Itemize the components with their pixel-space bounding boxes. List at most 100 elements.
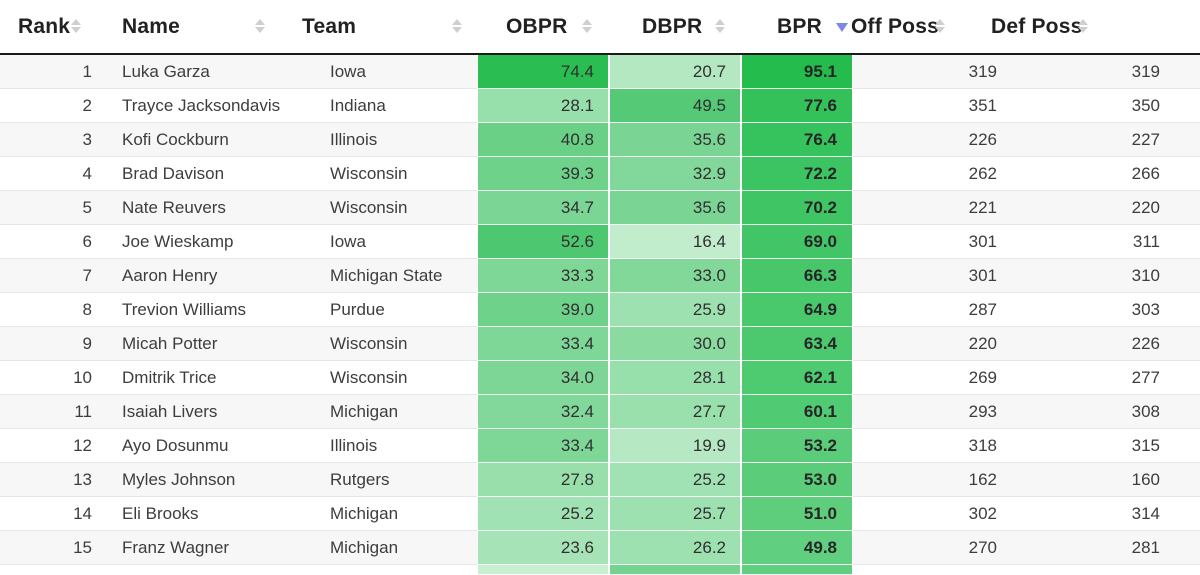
rank-cell: 11: [74, 402, 92, 421]
sort-up-arrow: [935, 19, 945, 25]
column-header-rank[interactable]: Rank: [18, 15, 71, 38]
obpr-cell: 28.1: [477, 89, 609, 123]
rank-cell: 3: [82, 130, 92, 149]
name-cell: Kofi Cockburn: [122, 130, 229, 149]
obpr-cell: 52.6: [477, 225, 609, 259]
table-row: 3 Kofi Cockburn Illinois 40.8 35.6 76.4 226 227: [0, 123, 1200, 157]
table-body: 1 Luka Garza Iowa 74.4 20.7 95.1 319 319 2 Trayce…: [0, 55, 1200, 575]
obpr-cell: 23.6: [477, 531, 609, 565]
column-header-off_poss[interactable]: Off Poss: [851, 15, 939, 38]
obpr-cell: 33.4: [477, 327, 609, 361]
sort-up-arrow: [582, 19, 592, 25]
rank-cell: 7: [82, 266, 92, 285]
name-cell: Brad Davison: [122, 164, 225, 183]
bpr-cell: [741, 565, 853, 575]
column-header-obpr[interactable]: OBPR: [506, 15, 568, 38]
sort-up-arrow: [71, 19, 81, 25]
sort-toggle-icon[interactable]: [1078, 19, 1088, 33]
bpr-cell: 77.6: [741, 89, 853, 123]
obpr-cell: 39.3: [477, 157, 609, 191]
team-cell: Indiana: [330, 96, 386, 115]
name-cell: Dmitrik Trice: [122, 368, 217, 387]
obpr-cell: 40.8: [477, 123, 609, 157]
rank-cell: 2: [82, 96, 92, 115]
rank-cell: 14: [73, 504, 92, 523]
sort-toggle-icon[interactable]: [935, 19, 945, 33]
obpr-cell: 27.8: [477, 463, 609, 497]
bpr-cell: 66.3: [741, 259, 853, 293]
sort-toggle-icon[interactable]: [71, 19, 81, 33]
def-poss-cell: 310: [1131, 266, 1160, 285]
team-cell: Illinois: [330, 130, 378, 149]
sort-toggle-icon[interactable]: [582, 19, 592, 33]
off-poss-cell: 226: [968, 130, 997, 149]
sort-toggle-icon[interactable]: [452, 19, 462, 33]
name-cell: Aaron Henry: [122, 266, 218, 285]
sort-down-arrow: [715, 27, 725, 33]
column-header-name[interactable]: Name: [122, 15, 180, 38]
dbpr-cell: 26.2: [609, 531, 741, 565]
bpr-cell: 63.4: [741, 327, 853, 361]
sort-down-arrow: [71, 27, 81, 33]
sort-toggle-icon[interactable]: [715, 19, 725, 33]
off-poss-cell: 318: [968, 436, 997, 455]
team-cell: Purdue: [330, 300, 385, 319]
rank-cell: 8: [82, 300, 92, 319]
dbpr-cell: 32.9: [609, 157, 741, 191]
def-poss-cell: 350: [1131, 96, 1160, 115]
dbpr-cell: 16.4: [609, 225, 741, 259]
table-row: 4 Brad Davison Wisconsin 39.3 32.9 72.2 262 266: [0, 157, 1200, 191]
dbpr-cell: 35.6: [609, 191, 741, 225]
bpr-cell: 60.1: [741, 395, 853, 429]
def-poss-cell: 311: [1132, 232, 1160, 251]
off-poss-cell: 162: [968, 470, 997, 489]
team-cell: Wisconsin: [330, 164, 408, 183]
name-cell: Myles Johnson: [122, 470, 236, 489]
bpr-cell: 72.2: [741, 157, 853, 191]
bpr-cell: 53.0: [741, 463, 853, 497]
column-header-dbpr[interactable]: DBPR: [642, 15, 703, 38]
team-cell: Wisconsin: [330, 368, 408, 387]
table-header: Rank Name Team OBPR DBPR BPR Off Poss Def Poss: [0, 0, 1200, 55]
table-row: 8 Trevion Williams Purdue 39.0 25.9 64.9 287 30…: [0, 293, 1200, 327]
column-header-bpr[interactable]: BPR: [777, 15, 822, 38]
name-cell: Ayo Dosunmu: [122, 436, 229, 455]
rank-cell: 12: [73, 436, 92, 455]
name-cell: Eli Brooks: [122, 504, 199, 523]
table-row: 10 Dmitrik Trice Wisconsin 34.0 28.1 62.1 269 2…: [0, 361, 1200, 395]
bpr-cell: 64.9: [741, 293, 853, 327]
off-poss-cell: 301: [968, 266, 997, 285]
table-row-partial: [0, 565, 1200, 575]
sort-toggle-icon[interactable]: [255, 19, 265, 33]
column-header-def_poss[interactable]: Def Poss: [991, 15, 1083, 38]
def-poss-cell: 266: [1131, 164, 1160, 183]
table-row: 14 Eli Brooks Michigan 25.2 25.7 51.0 302 314: [0, 497, 1200, 531]
off-poss-cell: 269: [968, 368, 997, 387]
bpr-cell: 70.2: [741, 191, 853, 225]
off-poss-cell: 287: [968, 300, 997, 319]
column-header-team[interactable]: Team: [302, 15, 357, 38]
def-poss-cell: 227: [1131, 130, 1160, 149]
rank-cell: 6: [82, 232, 92, 251]
sort-desc-icon[interactable]: [836, 23, 848, 32]
dbpr-cell: 19.9: [609, 429, 741, 463]
team-cell: Illinois: [330, 436, 378, 455]
name-cell: Trevion Williams: [122, 300, 247, 319]
def-poss-cell: 160: [1131, 470, 1160, 489]
team-cell: Iowa: [330, 232, 366, 251]
def-poss-cell: 220: [1131, 198, 1160, 217]
obpr-cell: 74.4: [477, 55, 609, 89]
sort-up-arrow: [1078, 19, 1088, 25]
name-cell: Trayce Jacksondavis: [122, 96, 281, 115]
bpr-cell: 51.0: [741, 497, 853, 531]
name-cell: [120, 565, 310, 575]
team-cell: Wisconsin: [330, 334, 408, 353]
table-row: 6 Joe Wieskamp Iowa 52.6 16.4 69.0 301 311: [0, 225, 1200, 259]
def-poss-cell: 303: [1131, 300, 1160, 319]
team-cell: Wisconsin: [330, 198, 408, 217]
team-cell: Michigan: [330, 538, 399, 557]
table-row: 7 Aaron Henry Michigan State 33.3 33.0 66.3 30…: [0, 259, 1200, 293]
rank-cell: 1: [82, 62, 92, 81]
table-row: 11 Isaiah Livers Michigan 32.4 27.7 60.1 293 30…: [0, 395, 1200, 429]
